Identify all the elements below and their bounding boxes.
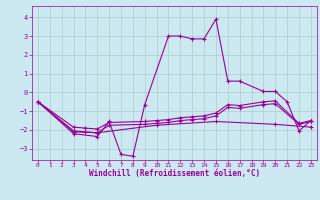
X-axis label: Windchill (Refroidissement éolien,°C): Windchill (Refroidissement éolien,°C) [89, 169, 260, 178]
